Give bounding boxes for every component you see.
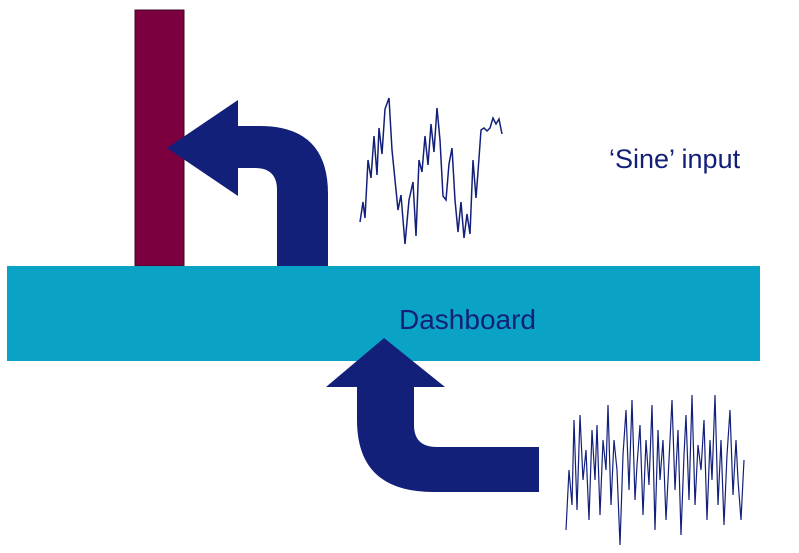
output-post [134,9,185,267]
upper-arrow-icon [167,100,328,266]
lower-arrow-icon [326,338,539,492]
dashboard-label: Dashboard [399,304,536,335]
sine-input-label: ‘Sine’ input [609,144,741,174]
upper-signal-icon [359,97,503,245]
lower-signal-icon [565,394,745,546]
